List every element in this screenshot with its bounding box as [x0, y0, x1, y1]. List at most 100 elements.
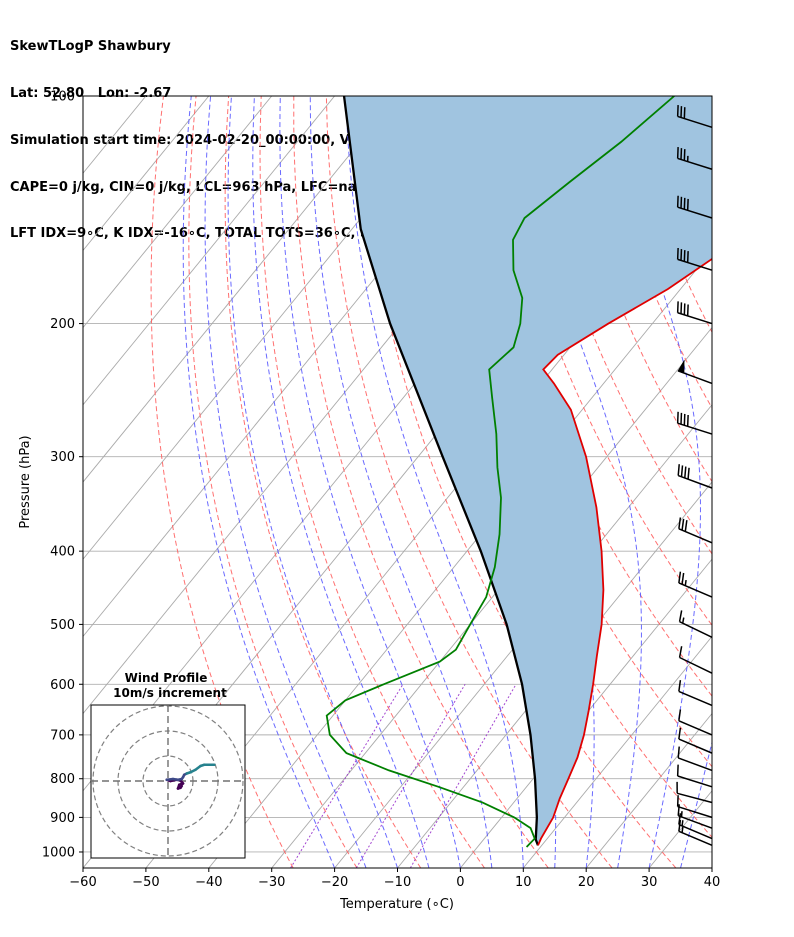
wind-barb — [678, 813, 713, 840]
temperature-line — [537, 257, 712, 846]
wind-barb-staff — [678, 830, 713, 847]
wind-barb — [678, 646, 713, 674]
wind-barb — [676, 781, 713, 804]
x-tick-label: 30 — [641, 875, 658, 890]
wind-barb — [676, 764, 713, 788]
wind-barb-staff — [678, 582, 713, 598]
wind-barb — [676, 795, 713, 819]
wind-barb — [678, 571, 713, 598]
wind-barb-flag — [678, 813, 682, 825]
wind-barb-staff — [677, 422, 713, 435]
mixing-ratio-line — [290, 684, 404, 868]
dry-adiabat — [224, 96, 422, 868]
x-tick-label: −10 — [384, 875, 411, 890]
x-tick-label: −60 — [69, 875, 96, 890]
y-tick-label: 900 — [50, 811, 75, 826]
wind-barb-flag — [678, 571, 682, 584]
dry-adiabat — [782, 96, 794, 868]
y-tick-label: 600 — [50, 678, 75, 693]
moist-adiabat — [227, 96, 398, 868]
wind-barb-flag — [678, 517, 682, 529]
wind-barb — [676, 105, 713, 129]
wind-barb — [678, 819, 713, 847]
y-tick-label: 300 — [50, 450, 75, 465]
wind-barb-half-flag — [681, 826, 684, 833]
wind-barb-flag — [677, 464, 680, 476]
x-tick-label: −50 — [132, 875, 159, 890]
wind-barb-staff — [677, 474, 713, 489]
x-tick-label: 0 — [456, 875, 464, 890]
isotherm — [83, 96, 335, 406]
x-tick-label: 10 — [515, 875, 532, 890]
isotherm — [83, 96, 210, 252]
y-tick-label: 400 — [50, 545, 75, 560]
wind-barb-staff — [678, 823, 713, 840]
dry-adiabat — [521, 96, 712, 555]
dry-adiabat — [717, 96, 794, 868]
moist-adiabat — [309, 96, 493, 868]
hodograph-title: Wind Profile — [125, 671, 208, 685]
dry-adiabat — [325, 96, 613, 868]
moist-adiabat — [252, 96, 430, 868]
isotherm — [83, 96, 461, 560]
wind-barb-flag — [678, 646, 683, 658]
wind-barb — [678, 679, 713, 707]
wind-barb — [676, 195, 713, 219]
wind-barb-staff — [679, 656, 713, 674]
wind-barbs — [676, 105, 713, 847]
wind-barb — [678, 727, 713, 754]
wind-barb-half-flag — [681, 617, 685, 624]
wind-barb-half-flag — [684, 579, 687, 586]
wind-barb-staff — [677, 805, 713, 819]
chart-title: SkewTLogP Shawbury — [10, 39, 171, 55]
wind-barb — [676, 301, 713, 325]
wind-barb-staff — [677, 258, 713, 271]
wind-barb-flag — [678, 610, 683, 622]
wind-barb-flag — [678, 727, 682, 740]
wind-barb-staff — [678, 738, 713, 754]
y-tick-label: 200 — [50, 317, 75, 332]
dewpoint-line — [325, 96, 675, 848]
hodograph-plot — [91, 705, 245, 858]
wind-barb-flag — [684, 466, 687, 479]
dry-adiabat — [259, 96, 485, 868]
moist-adiabat — [279, 96, 461, 868]
y-tick-label: 100 — [50, 90, 75, 105]
isotherm — [83, 96, 84, 97]
dry-adiabat — [150, 96, 294, 868]
isotherm — [397, 481, 712, 868]
dry-adiabat — [488, 96, 712, 627]
moist-adiabat — [601, 96, 701, 868]
wind-barb-flag — [680, 465, 684, 477]
x-tick-label: −40 — [195, 875, 222, 890]
wind-barb-staff — [676, 792, 713, 804]
wind-barb-staff — [677, 312, 713, 325]
wind-barb-flag — [687, 467, 690, 480]
wind-barb-flag — [681, 572, 685, 585]
wind-barb-staff — [679, 620, 713, 638]
isotherm — [334, 404, 712, 868]
moist-adiabat — [204, 96, 367, 868]
moist-adiabat — [711, 866, 712, 868]
isotherm — [83, 96, 398, 483]
dry-adiabat — [188, 96, 358, 868]
wind-barb — [678, 517, 713, 544]
wind-barb — [677, 359, 713, 385]
x-tick-label: 20 — [578, 875, 595, 890]
isotherm — [711, 867, 712, 868]
x-tick-label: 40 — [704, 875, 721, 890]
parcel-profile-line — [342, 96, 540, 846]
wind-barb — [676, 247, 713, 271]
wind-barb-staff — [677, 115, 713, 129]
cin-cape-shading — [344, 96, 712, 846]
hodograph-subtitle: 10m/s increment — [113, 686, 227, 700]
wind-barb — [677, 464, 713, 489]
wind-barb-staff — [677, 206, 713, 219]
x-tick-label: −20 — [321, 875, 348, 890]
y-axis-label: Pressure (hPa) — [18, 435, 33, 528]
moist-adiabat — [345, 96, 524, 868]
wind-barb — [678, 709, 713, 736]
x-axis-label: Temperature (∘C) — [339, 897, 454, 912]
isotherm — [585, 712, 712, 868]
wind-barb-staff — [677, 775, 713, 788]
